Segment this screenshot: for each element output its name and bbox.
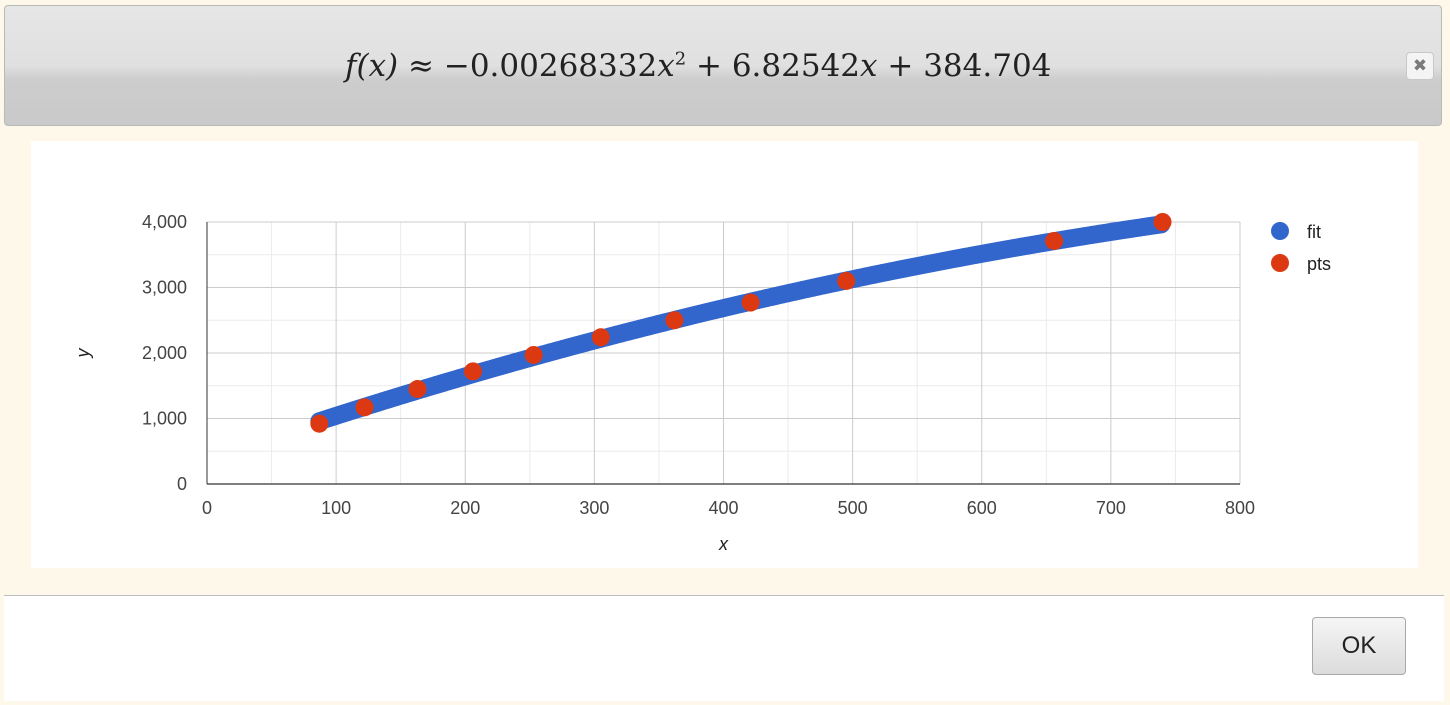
- x-tick-label: 600: [967, 498, 997, 518]
- x-tick-label: 700: [1096, 498, 1126, 518]
- legend-marker-fit: [1271, 222, 1289, 240]
- x-axis-title: x: [718, 534, 729, 554]
- y-tick-label: 3,000: [142, 278, 187, 298]
- dialog-footer: OK: [4, 595, 1444, 701]
- formula-lhs: f(x): [345, 48, 399, 84]
- legend-label-fit: fit: [1307, 222, 1321, 242]
- legend-label-pts: pts: [1307, 254, 1331, 274]
- formula-coef-a: −0.00268332: [443, 48, 658, 84]
- data-point: [408, 380, 427, 399]
- formula-exponent: 2: [674, 48, 687, 70]
- data-point: [524, 345, 543, 364]
- ok-button[interactable]: OK: [1312, 617, 1406, 675]
- x-tick-label: 0: [202, 498, 212, 518]
- formula-approx: ≈: [408, 48, 434, 84]
- formula-coef-c: + 384.704: [887, 48, 1052, 84]
- chart: 0 100 200 300 400 500 600 700 800 0 1,000 2,000 3,00…: [73, 212, 1331, 554]
- data-point: [665, 311, 684, 330]
- formula-var-2: x: [860, 48, 878, 84]
- data-point: [591, 328, 610, 347]
- x-tick-label: 300: [579, 498, 609, 518]
- close-icon: ✖: [1412, 56, 1428, 76]
- x-tick-label: 400: [708, 498, 738, 518]
- fit-formula: f(x) ≈ −0.00268332x2 + 6.82542x + 384.70…: [345, 48, 1051, 84]
- data-point: [741, 293, 760, 312]
- formula-coef-b: + 6.82542: [696, 48, 861, 84]
- dialog-header: f(x) ≈ −0.00268332x2 + 6.82542x + 384.70…: [4, 5, 1442, 126]
- y-tick-label: 2,000: [142, 343, 187, 363]
- data-point: [355, 398, 374, 417]
- data-point: [1045, 231, 1064, 250]
- x-tick-label: 200: [450, 498, 480, 518]
- y-tick-label: 1,000: [142, 409, 187, 429]
- y-tick-label: 4,000: [142, 212, 187, 232]
- y-tick-label: 0: [177, 474, 187, 494]
- x-tick-label: 500: [838, 498, 868, 518]
- close-button[interactable]: ✖: [1406, 52, 1434, 80]
- formula-var-1: x: [657, 48, 675, 84]
- x-tick-label: 800: [1225, 498, 1255, 518]
- legend-marker-pts: [1271, 254, 1289, 272]
- chart-panel: 0 100 200 300 400 500 600 700 800 0 1,000 2,000 3,00…: [31, 141, 1418, 568]
- data-point: [310, 414, 329, 433]
- y-axis-title: y: [73, 348, 93, 360]
- data-point: [837, 271, 856, 290]
- data-point: [1153, 213, 1172, 231]
- data-point: [463, 362, 482, 381]
- x-tick-label: 100: [321, 498, 351, 518]
